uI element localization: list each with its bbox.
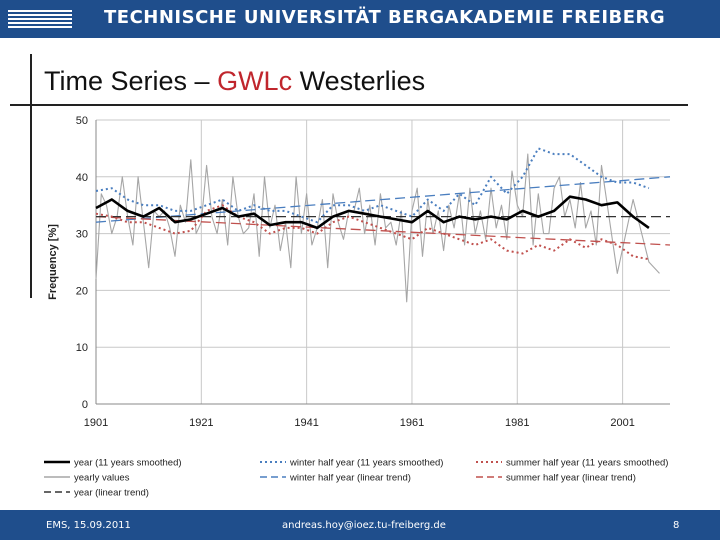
series-line-0 <box>95 195 650 230</box>
x-tick-label: 1941 <box>294 417 318 429</box>
slide-title: Time Series – GWLc Westerlies <box>44 66 425 97</box>
legend-label-6: year (linear trend) <box>74 488 149 499</box>
page-number: 8 <box>673 520 680 531</box>
legend-label-3: yearly values <box>74 473 130 484</box>
frequency-chart: 0 10 20 30 40 50 1901 1921 1941 1961 1981 2001 Frequ… <box>44 115 671 499</box>
x-tick-label: 1961 <box>400 417 424 429</box>
series-line-2 <box>95 204 650 261</box>
x-tick-label: 2001 <box>610 417 634 429</box>
x-tick-label: 1921 <box>189 417 213 429</box>
axes <box>95 120 670 405</box>
y-tick-label: 50 <box>76 115 88 127</box>
legend-label-1: winter half year (11 years smoothed) <box>289 458 443 469</box>
tick-labels: 0 10 20 30 40 50 1901 1921 1941 1961 1981 2001 Frequ… <box>47 115 635 429</box>
y-tick-label: 40 <box>76 172 88 184</box>
y-tick-label: 0 <box>82 399 88 411</box>
title-highlight: GWLc <box>217 66 293 96</box>
title-prefix: Time Series – <box>44 66 218 96</box>
y-axis-label: Frequency [%] <box>47 224 59 300</box>
footer-date: EMS, 15.09.2011 <box>46 520 131 531</box>
x-tick-label: 1901 <box>84 417 108 429</box>
series-line-4 <box>95 176 671 223</box>
y-tick-label: 30 <box>76 229 88 241</box>
legend-label-5: summer half year (linear trend) <box>506 473 636 484</box>
footer-bar: EMS, 15.09.2011 andreas.hoy@ioez.tu-frei… <box>0 510 720 540</box>
legend: year (11 years smoothed) yearly values yea… <box>44 458 668 499</box>
header-bar: TECHNISCHE UNIVERSITÄT BERGAKADEMIE FREI… <box>0 0 720 38</box>
grid-lines <box>95 119 670 405</box>
series-line-3 <box>95 153 660 303</box>
series-layer <box>95 147 671 303</box>
legend-label-2: summer half year (11 years smoothed) <box>506 458 668 469</box>
y-tick-label: 20 <box>76 285 88 297</box>
x-tick-label: 1981 <box>505 417 529 429</box>
footer-email[interactable]: andreas.hoy@ioez.tu-freiberg.de <box>282 520 446 531</box>
institution-name: TECHNISCHE UNIVERSITÄT BERGAKADEMIE FREI… <box>104 7 666 28</box>
legend-label-0: year (11 years smoothed) <box>74 458 182 469</box>
title-suffix: Westerlies <box>292 66 426 96</box>
series-line-5 <box>95 215 671 246</box>
logo-lines-icon <box>8 10 72 30</box>
y-tick-label: 10 <box>76 342 88 354</box>
legend-label-4: winter half year (linear trend) <box>289 473 411 484</box>
title-rule <box>10 104 688 106</box>
series-line-1 <box>95 147 650 224</box>
left-rule <box>30 54 32 298</box>
